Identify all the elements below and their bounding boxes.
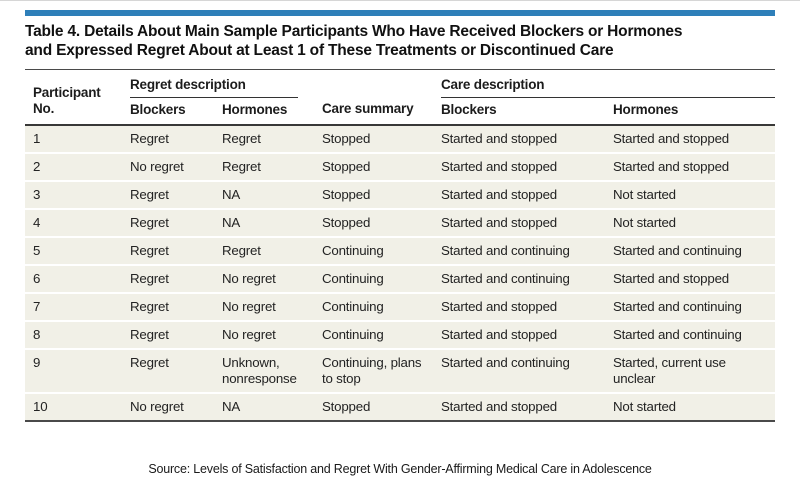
cell-care-blockers: Started and stopped xyxy=(433,393,605,421)
cell-care-blockers: Started and continuing xyxy=(433,349,605,394)
participant-label-line-1: Participant xyxy=(33,85,101,100)
cell-participant-no: 6 xyxy=(25,265,122,294)
cell-participant-no: 1 xyxy=(25,125,122,154)
cell-regret-blockers: Regret xyxy=(122,265,214,294)
cell-participant-no: 7 xyxy=(25,293,122,322)
cell-regret-hormones: No regret xyxy=(214,321,314,350)
source-citation: Source: Levels of Satisfaction and Regre… xyxy=(148,462,652,476)
cell-care-summary: Continuing xyxy=(314,265,433,294)
care-summary-label: Care summary xyxy=(322,101,414,116)
cell-care-hormones: Started and stopped xyxy=(605,265,775,294)
cell-regret-hormones: NA xyxy=(214,181,314,210)
cell-regret-hormones: Regret xyxy=(214,153,314,182)
cell-regret-hormones: No regret xyxy=(214,265,314,294)
table-header: Participant No. Regret description Care … xyxy=(25,69,775,126)
participants-table: Participant No. Regret description Care … xyxy=(25,69,775,422)
cell-care-hormones: Started and continuing xyxy=(605,321,775,350)
cell-care-summary: Stopped xyxy=(314,209,433,238)
table-row: 8 Regret No regret Continuing Started an… xyxy=(25,321,775,350)
cell-regret-hormones: Unknown, nonresponse xyxy=(214,349,314,394)
cell-participant-no: 8 xyxy=(25,321,122,350)
cell-care-summary: Stopped xyxy=(314,125,433,154)
header-group-row: Participant No. Regret description Care … xyxy=(25,69,775,126)
cell-care-blockers: Started and stopped xyxy=(433,181,605,210)
cell-participant-no: 2 xyxy=(25,153,122,182)
cell-care-summary: Stopped xyxy=(314,153,433,182)
column-header-care-hormones: Hormones xyxy=(605,98,775,126)
cell-care-blockers: Started and stopped xyxy=(433,293,605,322)
column-header-regret-blockers: Blockers xyxy=(122,98,214,126)
cell-care-blockers: Started and stopped xyxy=(433,321,605,350)
table-title: Table 4. Details About Main Sample Parti… xyxy=(25,22,775,60)
table-title-line-2: and Expressed Regret About at Least 1 of… xyxy=(25,42,614,59)
table-row: 9 Regret Unknown, nonresponse Continuing… xyxy=(25,349,775,394)
cell-regret-blockers: Regret xyxy=(122,349,214,394)
cell-regret-blockers: Regret xyxy=(122,181,214,210)
cell-care-blockers: Started and continuing xyxy=(433,237,605,266)
group-header-regret-description: Regret description xyxy=(122,70,314,98)
cell-care-summary: Continuing, plans to stop xyxy=(314,349,433,394)
cell-care-hormones: Started, current use unclear xyxy=(605,349,775,394)
cell-regret-blockers: Regret xyxy=(122,237,214,266)
header-sub-row: Blockers Hormones Blockers Hormones xyxy=(25,98,775,126)
cell-participant-no: 10 xyxy=(25,393,122,421)
cell-care-hormones: Started and stopped xyxy=(605,153,775,182)
table-row: 10 No regret NA Stopped Started and stop… xyxy=(25,393,775,421)
cell-regret-hormones: Regret xyxy=(214,125,314,154)
cell-care-hormones: Not started xyxy=(605,181,775,210)
cell-care-summary: Stopped xyxy=(314,181,433,210)
cell-participant-no: 3 xyxy=(25,181,122,210)
table-row: 6 Regret No regret Continuing Started an… xyxy=(25,265,775,294)
cell-care-hormones: Not started xyxy=(605,393,775,421)
cell-care-hormones: Started and stopped xyxy=(605,125,775,154)
column-header-care-blockers: Blockers xyxy=(433,98,605,126)
cell-care-summary: Continuing xyxy=(314,321,433,350)
participant-label-line-2: No. xyxy=(33,101,55,116)
table-row: 1 Regret Regret Stopped Started and stop… xyxy=(25,125,775,154)
cell-care-summary: Continuing xyxy=(314,293,433,322)
cell-care-blockers: Started and stopped xyxy=(433,209,605,238)
cell-care-summary: Continuing xyxy=(314,237,433,266)
group-header-regret-label: Regret description xyxy=(130,77,298,98)
table-container: Participant No. Regret description Care … xyxy=(25,69,775,422)
cell-participant-no: 5 xyxy=(25,237,122,266)
column-header-care-summary: Care summary xyxy=(314,69,433,126)
cell-care-hormones: Started and continuing xyxy=(605,237,775,266)
cell-regret-hormones: NA xyxy=(214,393,314,421)
cell-care-blockers: Started and stopped xyxy=(433,125,605,154)
table-row: 3 Regret NA Stopped Started and stopped … xyxy=(25,181,775,210)
table-title-line-1: Table 4. Details About Main Sample Parti… xyxy=(25,23,683,40)
group-header-care-label: Care description xyxy=(441,77,775,98)
cell-regret-blockers: No regret xyxy=(122,153,214,182)
cell-care-hormones: Started and continuing xyxy=(605,293,775,322)
cell-care-summary: Stopped xyxy=(314,393,433,421)
cell-regret-blockers: Regret xyxy=(122,321,214,350)
table-body: 1 Regret Regret Stopped Started and stop… xyxy=(25,125,775,421)
cell-participant-no: 9 xyxy=(25,349,122,394)
cell-regret-blockers: Regret xyxy=(122,209,214,238)
cell-care-blockers: Started and continuing xyxy=(433,265,605,294)
cell-care-hormones: Not started xyxy=(605,209,775,238)
cell-regret-hormones: No regret xyxy=(214,293,314,322)
table-row: 2 No regret Regret Stopped Started and s… xyxy=(25,153,775,182)
table-row: 7 Regret No regret Continuing Started an… xyxy=(25,293,775,322)
cell-regret-blockers: Regret xyxy=(122,293,214,322)
cell-regret-hormones: NA xyxy=(214,209,314,238)
cell-regret-blockers: Regret xyxy=(122,125,214,154)
group-header-care-description: Care description xyxy=(433,70,775,98)
cell-regret-hormones: Regret xyxy=(214,237,314,266)
cell-care-blockers: Started and stopped xyxy=(433,153,605,182)
column-header-participant-no: Participant No. xyxy=(25,69,122,126)
cell-regret-blockers: No regret xyxy=(122,393,214,421)
table-row: 5 Regret Regret Continuing Started and c… xyxy=(25,237,775,266)
table-row: 4 Regret NA Stopped Started and stopped … xyxy=(25,209,775,238)
cell-participant-no: 4 xyxy=(25,209,122,238)
accent-bar xyxy=(25,10,775,16)
column-header-regret-hormones: Hormones xyxy=(214,98,314,126)
